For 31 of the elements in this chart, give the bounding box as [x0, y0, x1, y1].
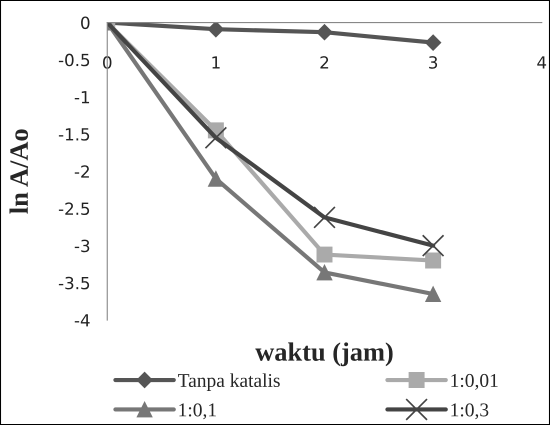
y-tick-label: -1 [74, 91, 90, 104]
point [316, 24, 333, 40]
y-tick-label: -0.5 [58, 54, 90, 66]
legend-label: 1:0,1 [179, 403, 216, 420]
point [313, 206, 336, 229]
point [204, 126, 228, 150]
point [422, 234, 444, 257]
x-tick-label: 4 [537, 56, 546, 69]
y-tick-label: -3.5 [58, 276, 90, 290]
y-tick-label: -3 [74, 240, 90, 252]
y-tick-label: -4 [74, 314, 90, 326]
point [425, 286, 442, 302]
point [208, 170, 224, 187]
legend-label: Tanpa katalis [178, 373, 280, 391]
legend-label: 1:0,3 [451, 403, 488, 420]
x-tick-label: 1 [212, 56, 220, 69]
y-tick-label: -2 [74, 165, 89, 178]
y-tick-label: 0 [81, 16, 90, 30]
x-tick-label: 3 [429, 56, 438, 69]
point [424, 34, 442, 51]
x-axis-title: waktu (jam) [255, 342, 393, 366]
point [208, 22, 224, 38]
legend-label: 1:0,01 [451, 374, 498, 390]
y-tick-label: -1.5 [58, 128, 90, 141]
x-tick-label: 2 [320, 56, 328, 69]
x-tick-label: 0 [103, 56, 112, 69]
y-tick-label: -2.5 [58, 202, 90, 216]
y-axis-title: ln A/Ao [9, 129, 28, 214]
point [425, 252, 442, 269]
point [316, 246, 332, 263]
point [316, 264, 332, 280]
